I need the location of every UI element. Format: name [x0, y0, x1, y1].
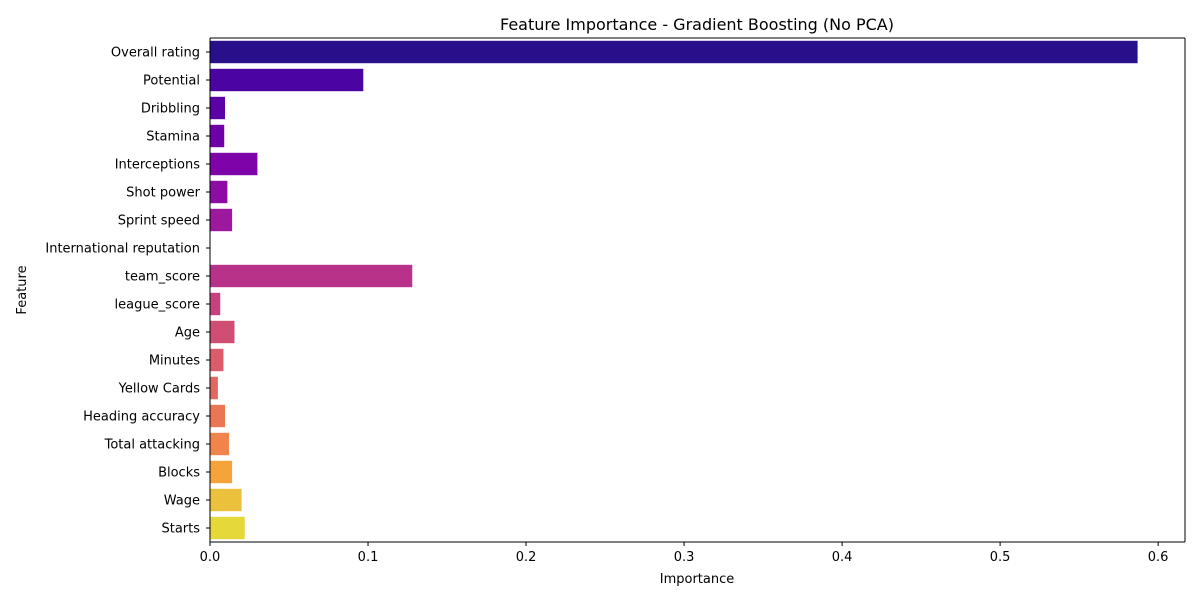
y-tick-label: Age: [175, 326, 200, 341]
y-tick-label: league_score: [115, 298, 201, 313]
x-tick-label: 0.3: [674, 550, 695, 565]
bar: [210, 376, 218, 400]
x-tick-label: 0.6: [1148, 550, 1169, 565]
bar: [210, 264, 413, 288]
x-tick-label: 0.0: [200, 550, 221, 565]
x-tick-label: 0.4: [832, 550, 853, 565]
chart-title: Feature Importance - Gradient Boosting (…: [500, 15, 894, 34]
bar: [210, 152, 258, 176]
y-tick-label: Yellow Cards: [118, 382, 201, 397]
bar: [210, 96, 226, 120]
y-tick-label: Shot power: [126, 186, 201, 201]
y-tick-label: Wage: [164, 494, 200, 509]
y-tick-label: Heading accuracy: [83, 410, 200, 425]
bars-group: [210, 40, 1138, 540]
x-ticks: 0.0 0.1 0.2 0.3 0.4 0.5 0.6: [200, 542, 1169, 565]
bar: [210, 40, 1138, 64]
y-tick-label: Dribbling: [141, 102, 200, 117]
bar: [210, 292, 221, 316]
y-tick-label: team_score: [125, 270, 200, 285]
y-tick-label: Blocks: [158, 466, 200, 481]
y-tick-label: Total attacking: [104, 438, 200, 453]
x-tick-label: 0.1: [358, 550, 379, 565]
y-tick-label: Potential: [143, 74, 200, 89]
bar: [210, 180, 228, 204]
y-tick-label: Sprint speed: [118, 214, 200, 229]
bar: [210, 320, 235, 344]
x-tick-label: 0.2: [516, 550, 537, 565]
y-tick-labels: Overall rating Potential Dribbling Stamina I…: [45, 46, 210, 537]
bar: [210, 68, 364, 92]
bar: [210, 208, 233, 232]
y-tick-label: Interceptions: [115, 158, 201, 173]
bar: [210, 516, 245, 540]
x-axis-label: Importance: [660, 572, 735, 587]
bar: [210, 348, 224, 372]
bar: [210, 432, 229, 456]
y-tick-label: Minutes: [149, 354, 200, 369]
y-tick-label: Starts: [161, 522, 200, 537]
y-tick-label: International reputation: [45, 242, 200, 257]
bar: [210, 488, 242, 512]
bar: [210, 124, 225, 148]
x-tick-label: 0.5: [990, 550, 1011, 565]
bar: [210, 460, 233, 484]
bar: [210, 404, 226, 428]
y-tick-label: Stamina: [146, 130, 200, 145]
y-axis-label: Feature: [15, 265, 30, 314]
y-tick-label: Overall rating: [111, 46, 200, 61]
